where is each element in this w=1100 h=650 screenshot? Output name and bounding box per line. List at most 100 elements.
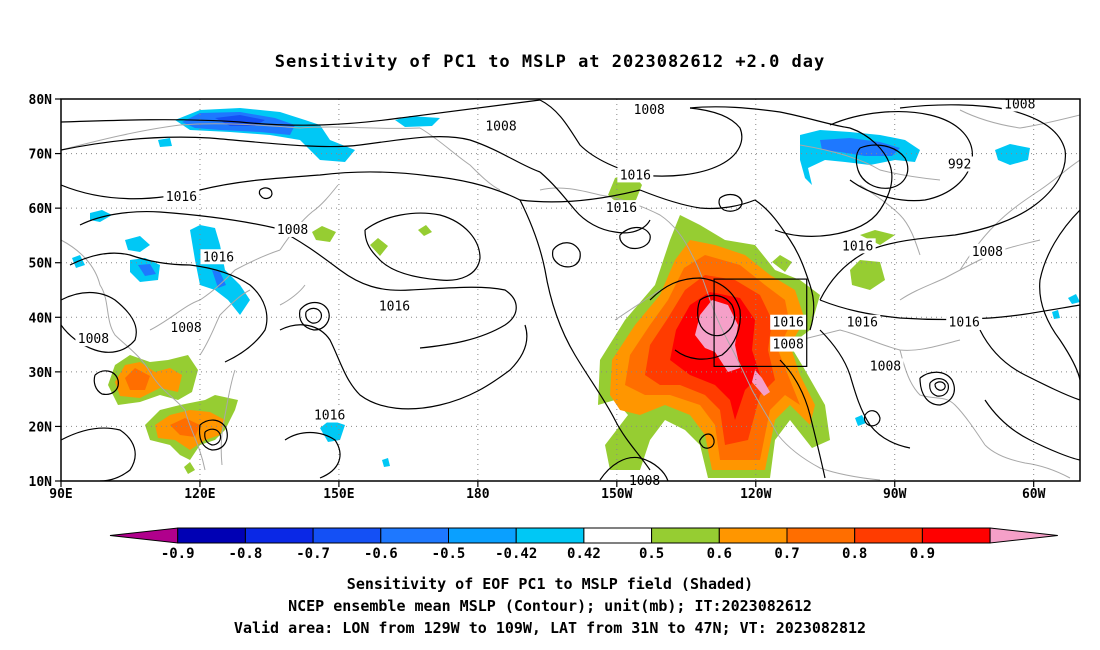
contour-label-bg bbox=[770, 336, 807, 352]
isobar bbox=[204, 428, 222, 446]
colorbar-segment bbox=[380, 527, 449, 544]
colorbar-segment bbox=[583, 527, 653, 544]
contour-label-bg bbox=[274, 221, 311, 237]
sensitivity-patch bbox=[850, 260, 885, 290]
coastline bbox=[779, 329, 961, 351]
colorbar-label: 0.6 bbox=[707, 546, 732, 562]
colorbar-segment bbox=[854, 527, 923, 544]
contour-label: 1016 bbox=[166, 190, 197, 205]
colorbar-label: -0.8 bbox=[229, 546, 263, 562]
colorbar-segment bbox=[921, 527, 991, 544]
isobar bbox=[258, 187, 273, 200]
colorbar-label: 0.7 bbox=[774, 546, 799, 562]
sensitivity-patch bbox=[395, 116, 440, 127]
colorbar-label: 0.42 bbox=[567, 546, 601, 562]
lat-label: 80N bbox=[29, 93, 53, 108]
contour-label: 1008 bbox=[78, 332, 109, 347]
isobar bbox=[697, 294, 736, 337]
lat-label: 20N bbox=[29, 420, 53, 435]
sensitivity-patch bbox=[190, 225, 250, 315]
isobar bbox=[819, 329, 911, 449]
caption: Sensitivity of EOF PC1 to MSLP field (Sh… bbox=[0, 573, 1100, 639]
colorbar-segment bbox=[312, 527, 382, 544]
sensitivity-patch bbox=[820, 138, 900, 156]
coastline bbox=[220, 369, 236, 466]
contour-label-bg bbox=[770, 314, 807, 330]
contour-label: 1016 bbox=[842, 239, 873, 254]
lat-label: 10N bbox=[29, 475, 53, 490]
sensitivity-patch bbox=[995, 144, 1030, 165]
isobar bbox=[61, 136, 541, 173]
isobar bbox=[69, 252, 268, 363]
isobar bbox=[519, 199, 651, 471]
contour-label: 1016 bbox=[203, 250, 234, 265]
sensitivity-patch bbox=[125, 368, 150, 390]
contour-label: 1008 bbox=[972, 245, 1003, 260]
latitude-labels: 80N 70N 60N 50N 40N 30N 20N 10N bbox=[29, 93, 53, 490]
coastline bbox=[899, 349, 986, 446]
isobar bbox=[899, 104, 1067, 206]
contour-label: 1016 bbox=[773, 316, 804, 331]
sensitivity-patch bbox=[800, 130, 920, 185]
contour-label-bg bbox=[376, 298, 413, 314]
contour-label: 1016 bbox=[606, 201, 637, 216]
isobar bbox=[93, 370, 119, 395]
colorbar-segment bbox=[786, 527, 856, 544]
contour-label: 1008 bbox=[170, 321, 201, 336]
isobar bbox=[198, 419, 228, 451]
coastline bbox=[614, 289, 661, 321]
isobar bbox=[929, 378, 949, 397]
isobar bbox=[774, 127, 893, 237]
contour-label-bg bbox=[867, 358, 904, 374]
contour-label: 1016 bbox=[314, 409, 345, 424]
colorbar-label: -0.6 bbox=[364, 546, 398, 562]
coastline bbox=[61, 239, 206, 471]
sensitivity-patch bbox=[1068, 294, 1080, 304]
isobar bbox=[539, 171, 651, 234]
isobar bbox=[61, 171, 641, 203]
contour-label-bg bbox=[631, 101, 668, 117]
sensitivity-patch bbox=[1052, 310, 1060, 319]
sensitivity-patch bbox=[370, 238, 388, 256]
colorbar-min-arrow bbox=[109, 527, 179, 544]
isobar bbox=[649, 277, 741, 360]
isobar bbox=[599, 456, 669, 481]
lon-label: 90W bbox=[883, 487, 907, 502]
contour-label: 1008 bbox=[277, 223, 308, 238]
contour-label: 1016 bbox=[620, 168, 651, 183]
isobar bbox=[61, 427, 136, 481]
sensitivity-patch bbox=[772, 255, 792, 272]
colorbar-segment bbox=[515, 527, 585, 544]
axis-ticks bbox=[55, 98, 1035, 487]
isobar bbox=[819, 299, 1080, 321]
contour-label-bg bbox=[844, 314, 881, 330]
contour-label-bg bbox=[483, 118, 520, 134]
coastline bbox=[899, 239, 1041, 301]
contour-label-bg bbox=[163, 189, 200, 205]
lon-label: 180 bbox=[466, 487, 490, 502]
isobar bbox=[855, 144, 909, 189]
isobar bbox=[718, 193, 743, 212]
isobar bbox=[754, 199, 815, 331]
sensitivity-patch bbox=[418, 225, 432, 236]
lon-label: 60W bbox=[1022, 487, 1046, 502]
coastline bbox=[799, 144, 941, 181]
contour-label-bg bbox=[969, 243, 1006, 259]
colorbar-segment bbox=[177, 527, 246, 544]
isobar bbox=[699, 433, 715, 449]
colorbar-segment bbox=[448, 527, 517, 544]
lon-label: 120E bbox=[184, 487, 215, 502]
coastline bbox=[279, 184, 339, 251]
contour-label-bg bbox=[168, 320, 205, 336]
graticule bbox=[61, 99, 1080, 481]
isobar bbox=[305, 307, 323, 324]
isobar bbox=[1039, 209, 1080, 381]
isobar bbox=[779, 359, 826, 479]
colorbar-label: 0.9 bbox=[910, 546, 935, 562]
isobar bbox=[284, 431, 341, 479]
contour-label-bg bbox=[603, 200, 640, 216]
colorbar-segment bbox=[244, 527, 314, 544]
sensitivity-patch bbox=[125, 236, 150, 252]
contour-label-bg bbox=[617, 167, 654, 183]
longitude-labels: 90E 120E 150E 180 150W 120W 90W 60W bbox=[49, 487, 1045, 502]
